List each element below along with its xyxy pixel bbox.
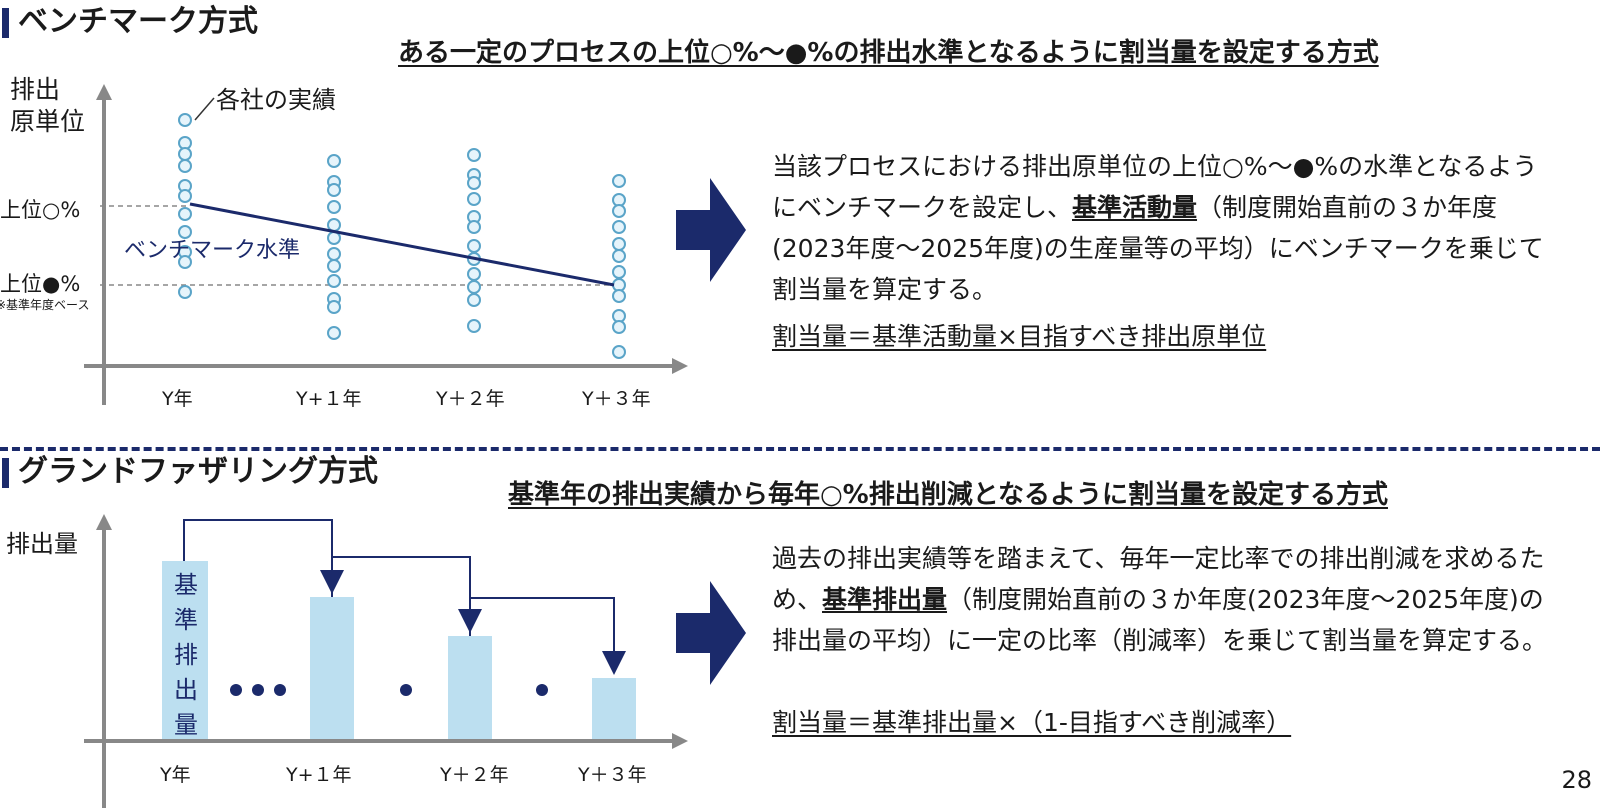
grandfathering-arrow bbox=[676, 581, 746, 685]
grandfathering-title: グランドファザリング方式 bbox=[2, 454, 378, 490]
section-divider bbox=[0, 447, 1600, 451]
bar-year-1 bbox=[310, 597, 354, 739]
company-dots bbox=[178, 113, 626, 359]
ellipsis-dots bbox=[230, 684, 548, 696]
grandfathering-axes bbox=[84, 514, 688, 808]
bar-year-2 bbox=[448, 636, 492, 739]
company-results-callout: 各社の実績 bbox=[216, 86, 336, 114]
dots-year-2 bbox=[467, 148, 481, 333]
grandfathering-key-term: 基準排出量 bbox=[822, 585, 948, 614]
bar-year-3 bbox=[592, 678, 636, 739]
base-year-note: ※基準年度ベース bbox=[0, 298, 90, 312]
benchmark-key-term: 基準活動量 bbox=[1072, 193, 1198, 222]
grandfathering-formula: 割当量＝基準排出量×（1-目指すべき削減率） bbox=[772, 708, 1292, 737]
emission-bars bbox=[162, 561, 636, 739]
benchmark-title: ベンチマーク方式 bbox=[2, 4, 258, 40]
dots-year-1 bbox=[327, 154, 341, 340]
grandfathering-subtitle: 基準年の排出実績から毎年○%排出削減となるように割当量を設定する方式 bbox=[508, 480, 1388, 510]
bar-base-year bbox=[162, 561, 208, 739]
x-label: Y年 bbox=[162, 388, 193, 410]
base-emission-bar-label: 基準排出量 bbox=[174, 571, 198, 739]
dots-year-3 bbox=[612, 174, 626, 359]
x-label: Y＋３年 bbox=[578, 764, 647, 786]
callout-leader bbox=[194, 97, 215, 121]
page-number: 28 bbox=[1561, 766, 1592, 794]
benchmark-description: 当該プロセスにおける排出原単位の上位○%～●%の水準となるようにベンチマークを設… bbox=[772, 152, 1544, 304]
x-label: Y＋２年 bbox=[436, 388, 505, 410]
x-label: Y年 bbox=[160, 764, 191, 786]
reduction-connectors bbox=[183, 519, 626, 675]
upper-percent-label: 上位○% bbox=[0, 198, 81, 222]
grandfathering-y-axis-label: 排出量 bbox=[6, 530, 78, 558]
lower-percent-label: 上位●% bbox=[0, 272, 81, 296]
x-label: Y＋３年 bbox=[582, 388, 651, 410]
grandfathering-description: 過去の排出実績等を踏まえて、毎年一定比率での排出削減を求めるため、基準排出量（制… bbox=[772, 544, 1548, 655]
benchmark-arrow bbox=[676, 178, 746, 282]
benchmark-y-axis-label: 排出 原単位 bbox=[10, 75, 86, 136]
benchmark-level-line bbox=[189, 202, 615, 287]
benchmark-formula: 割当量＝基準活動量×目指すべき排出原単位 bbox=[772, 322, 1267, 351]
x-label: Y＋２年 bbox=[440, 764, 509, 786]
x-label: Y+１年 bbox=[286, 764, 352, 786]
dots-year-0 bbox=[178, 113, 192, 299]
benchmark-level-label: ベンチマーク水準 bbox=[124, 238, 301, 263]
x-label: Y+１年 bbox=[296, 388, 362, 410]
benchmark-axes bbox=[84, 84, 688, 405]
benchmark-subtitle: ある一定のプロセスの上位○%～●%の排出水準となるように割当量を設定する方式 bbox=[398, 38, 1379, 68]
